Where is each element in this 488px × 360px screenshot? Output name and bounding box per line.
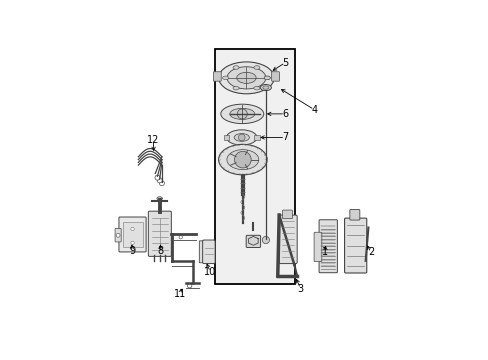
Circle shape [238,134,244,141]
Text: 11: 11 [173,289,185,299]
Text: 7: 7 [282,132,288,143]
Text: 4: 4 [311,105,317,115]
Ellipse shape [226,67,265,89]
Text: 9: 9 [129,246,135,256]
FancyBboxPatch shape [271,72,279,81]
FancyBboxPatch shape [245,235,260,247]
FancyBboxPatch shape [115,228,121,242]
Circle shape [116,233,120,237]
Circle shape [179,235,182,239]
FancyBboxPatch shape [199,241,204,263]
Ellipse shape [226,130,257,145]
Ellipse shape [218,62,274,94]
FancyBboxPatch shape [213,72,221,81]
Text: 8: 8 [157,246,163,256]
Ellipse shape [229,108,254,120]
Ellipse shape [260,85,271,91]
Circle shape [131,227,134,231]
Circle shape [262,237,269,244]
Text: 2: 2 [367,247,373,257]
FancyBboxPatch shape [313,232,321,262]
Ellipse shape [253,86,259,90]
Bar [214,49,294,284]
Bar [254,135,259,140]
Ellipse shape [234,134,249,141]
FancyBboxPatch shape [119,217,146,252]
Text: 5: 5 [282,58,288,68]
Ellipse shape [262,86,268,89]
Text: 12: 12 [147,135,160,145]
Ellipse shape [218,144,266,175]
Circle shape [157,178,162,183]
FancyBboxPatch shape [148,211,171,256]
FancyBboxPatch shape [349,210,359,220]
Text: 10: 10 [204,267,216,277]
Text: 6: 6 [282,109,288,119]
Circle shape [159,181,164,186]
Circle shape [234,151,251,168]
FancyBboxPatch shape [282,210,292,219]
Ellipse shape [264,76,270,80]
Ellipse shape [226,150,258,170]
Bar [122,222,142,247]
Circle shape [155,175,160,180]
FancyBboxPatch shape [319,220,337,273]
Circle shape [131,241,134,244]
FancyBboxPatch shape [279,215,297,264]
Circle shape [187,284,191,288]
Ellipse shape [222,76,228,80]
Text: 1: 1 [322,247,328,257]
Bar [224,135,229,140]
Circle shape [237,109,247,119]
FancyBboxPatch shape [202,240,215,264]
Ellipse shape [264,76,270,80]
Ellipse shape [157,197,162,200]
Ellipse shape [233,66,239,69]
Ellipse shape [253,66,259,69]
Text: 3: 3 [297,284,303,293]
Ellipse shape [236,72,256,84]
Ellipse shape [221,104,263,123]
Ellipse shape [233,86,239,90]
FancyBboxPatch shape [344,218,366,273]
